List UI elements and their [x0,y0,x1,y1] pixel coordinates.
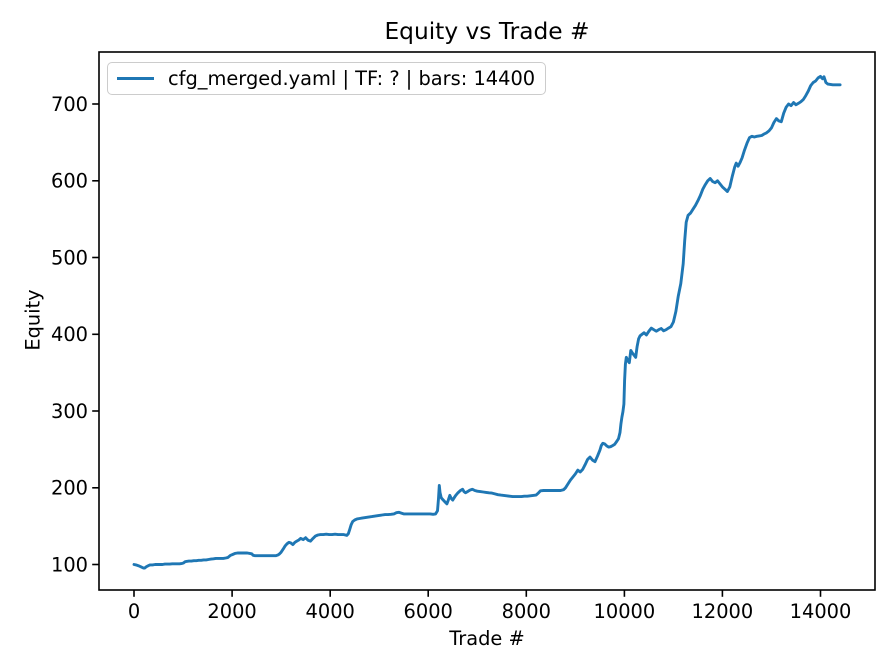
y-tick-label: 600 [51,170,88,193]
y-tick-label: 100 [51,553,88,576]
x-tick-label: 2000 [207,600,256,623]
x-axis-label: Trade # [449,627,525,650]
x-tick-label: 10000 [594,600,656,623]
y-tick-label: 300 [51,400,88,423]
chart-title: Equity vs Trade # [384,18,590,45]
x-tick-label: 12000 [692,600,754,623]
y-axis-label: Equity [21,289,45,351]
x-tick-label: 8000 [502,600,551,623]
y-tick-label: 700 [51,93,88,116]
y-tick-label: 400 [51,323,88,346]
y-tick-label: 500 [51,246,88,269]
legend-line-sample-icon [117,77,154,80]
x-tick-label: 14000 [790,600,852,623]
y-tick-label: 200 [51,477,88,500]
axes-frame [98,51,876,591]
legend-label: cfg_merged.yaml | TF: ? | bars: 14400 [168,67,536,90]
x-tick-label: 6000 [404,600,453,623]
x-tick-label: 0 [128,600,140,623]
x-tick-label: 4000 [306,600,355,623]
legend: cfg_merged.yaml | TF: ? | bars: 14400 [107,62,547,95]
equity-line [132,74,842,570]
